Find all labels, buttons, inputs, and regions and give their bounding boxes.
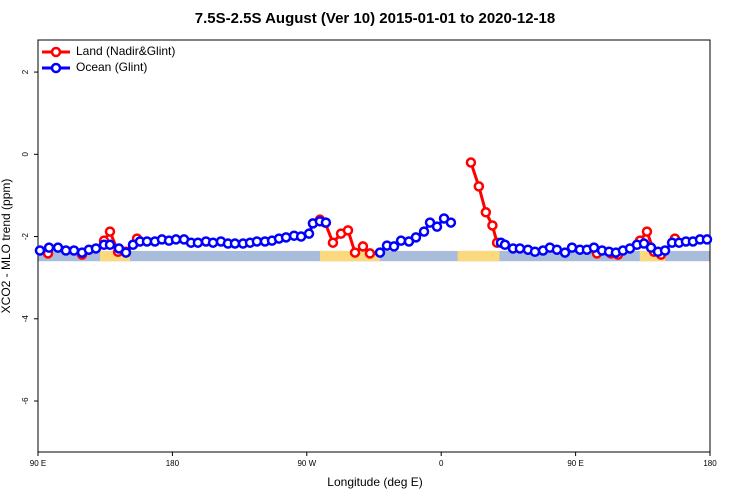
data-point bbox=[320, 217, 332, 228]
data-point bbox=[529, 246, 541, 258]
data-point bbox=[60, 245, 72, 256]
y-tick-label: -4 bbox=[21, 315, 30, 323]
data-point bbox=[251, 236, 263, 247]
data-point bbox=[104, 239, 116, 251]
data-point bbox=[170, 234, 182, 245]
data-point bbox=[418, 226, 430, 237]
data-point bbox=[34, 245, 46, 256]
data-point bbox=[327, 237, 339, 248]
data-point bbox=[374, 247, 386, 258]
data-point bbox=[43, 242, 55, 253]
land-band bbox=[457, 250, 500, 262]
data-point bbox=[551, 244, 563, 255]
data-point bbox=[445, 217, 457, 228]
land-band bbox=[319, 250, 380, 262]
x-axis-label: Longitude (deg E) bbox=[327, 475, 422, 489]
legend-label: Land (Nadir&Glint) bbox=[76, 44, 175, 58]
data-point bbox=[487, 220, 498, 231]
data-point bbox=[68, 245, 80, 256]
legend-marker bbox=[50, 46, 62, 58]
data-point bbox=[473, 181, 485, 192]
y-tick-label: 0 bbox=[21, 152, 30, 157]
legend-marker bbox=[50, 62, 62, 74]
data-point bbox=[410, 232, 422, 243]
data-point bbox=[229, 238, 241, 249]
x-tick-label: 180 bbox=[166, 459, 180, 468]
y-tick-label: -2 bbox=[21, 232, 30, 240]
data-point bbox=[559, 247, 571, 258]
x-tick-label: 90 E bbox=[30, 459, 46, 468]
data-point bbox=[641, 226, 653, 237]
data-point bbox=[588, 242, 600, 253]
data-point bbox=[431, 221, 443, 232]
data-point bbox=[388, 241, 400, 252]
x-tick-label: 90 W bbox=[297, 459, 316, 468]
data-point bbox=[342, 225, 354, 236]
data-point bbox=[303, 228, 315, 239]
data-point bbox=[90, 243, 102, 254]
data-point bbox=[514, 243, 526, 254]
y-axis-label: XCO2 - MLO trend (ppm) bbox=[0, 179, 13, 314]
data-point bbox=[192, 237, 204, 248]
data-point bbox=[364, 248, 376, 259]
x-tick-label: 0 bbox=[439, 459, 444, 468]
y-tick-label: 2 bbox=[21, 69, 30, 74]
data-point bbox=[349, 247, 361, 258]
data-point bbox=[207, 237, 219, 248]
land-band bbox=[99, 250, 130, 262]
data-point bbox=[280, 232, 292, 243]
data-point bbox=[104, 226, 116, 237]
y-tick-label: -6 bbox=[21, 397, 30, 405]
x-tick-label: 180 bbox=[703, 459, 717, 468]
data-point bbox=[701, 234, 713, 245]
chart-title: 7.5S-2.5S August (Ver 10) 2015-01-01 to … bbox=[195, 10, 555, 27]
data-point bbox=[120, 247, 132, 258]
legend-label: Ocean (Glint) bbox=[76, 60, 147, 74]
data-point bbox=[357, 241, 369, 252]
x-tick-label: 90 E bbox=[567, 459, 583, 468]
data-point bbox=[480, 207, 492, 218]
data-point bbox=[465, 157, 477, 168]
data-point bbox=[499, 239, 511, 251]
data-point bbox=[659, 245, 671, 256]
